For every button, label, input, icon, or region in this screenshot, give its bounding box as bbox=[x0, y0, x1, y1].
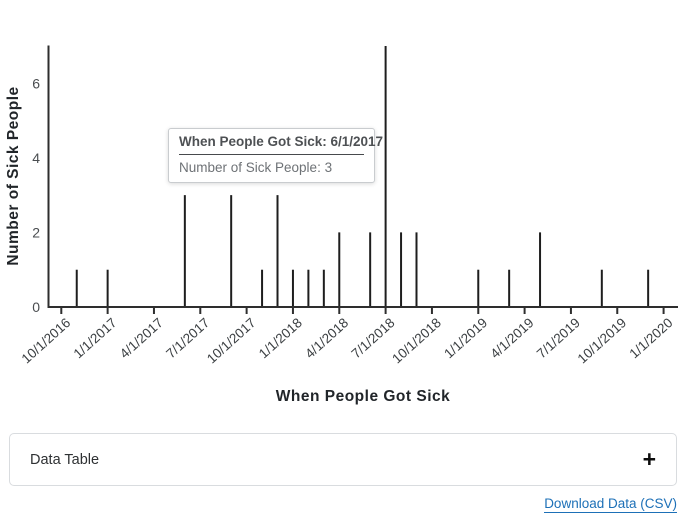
data-table-accordion-header[interactable]: Data Table + bbox=[9, 433, 677, 486]
x-tick-label: 4/1/2018 bbox=[302, 315, 351, 361]
x-tick-label: 1/1/2019 bbox=[441, 315, 490, 361]
expand-plus-icon[interactable]: + bbox=[642, 446, 656, 472]
x-tick-labels-group: 10/1/20161/1/20174/1/20177/1/201710/1/20… bbox=[19, 315, 676, 366]
x-tick-label: 10/1/2019 bbox=[575, 315, 630, 366]
y-tick-labels-group: 0 2 4 6 bbox=[32, 75, 40, 315]
data-table-label: Data Table bbox=[30, 451, 100, 468]
y-tick-label: 0 bbox=[32, 299, 40, 315]
epi-curve-chart: 10/1/20161/1/20174/1/20177/1/201710/1/20… bbox=[5, 45, 678, 405]
x-axis-title: When People Got Sick bbox=[276, 388, 451, 405]
x-tick-label: 4/1/2019 bbox=[488, 315, 537, 361]
y-axis-title: Number of Sick People bbox=[5, 86, 22, 265]
tooltip-value: Number of Sick People: 3 bbox=[179, 160, 333, 175]
x-tick-label: 10/1/2017 bbox=[204, 315, 259, 366]
chart-tooltip: When People Got Sick: 6/1/2017 Number of… bbox=[168, 128, 383, 183]
x-tick-label: 1/1/2018 bbox=[256, 315, 305, 361]
y-tick-label: 2 bbox=[32, 224, 40, 240]
tooltip-title: When People Got Sick: 6/1/2017 bbox=[179, 134, 383, 155]
x-tick-label: 4/1/2017 bbox=[117, 315, 166, 361]
download-csv-link[interactable]: Download Data (CSV) bbox=[544, 496, 677, 513]
x-tick-label: 10/1/2016 bbox=[19, 315, 74, 366]
y-tick-label: 6 bbox=[32, 75, 40, 91]
x-tick-label: 1/1/2020 bbox=[626, 315, 675, 361]
x-tick-label: 10/1/2018 bbox=[389, 315, 444, 366]
bars-group bbox=[75, 46, 650, 306]
x-tick-label: 1/1/2017 bbox=[71, 315, 120, 361]
x-ticks-group bbox=[60, 307, 665, 314]
y-tick-label: 4 bbox=[32, 150, 40, 166]
